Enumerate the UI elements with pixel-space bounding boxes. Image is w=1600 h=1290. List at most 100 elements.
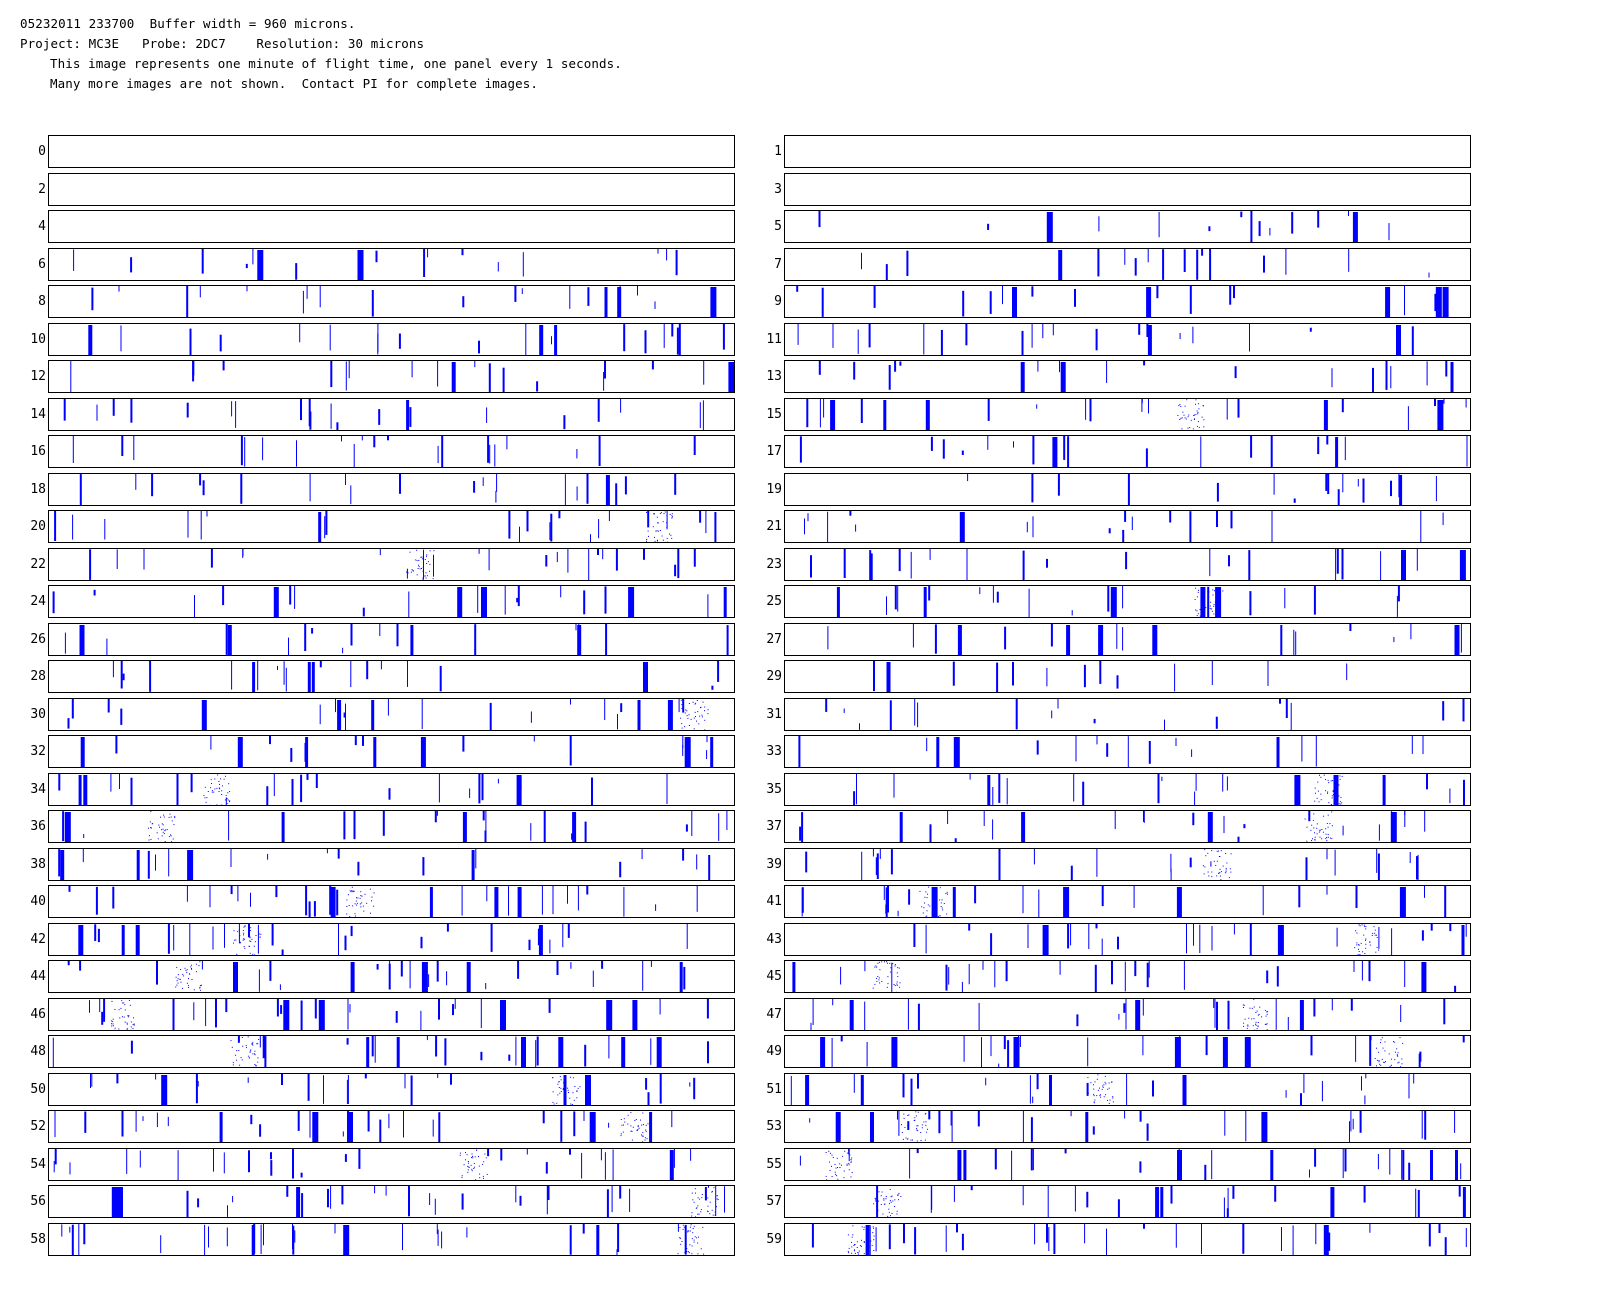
particle-speckle xyxy=(913,1120,915,1121)
particle-streak xyxy=(374,1186,376,1194)
particle-streak xyxy=(269,736,271,745)
particle-streak xyxy=(192,361,195,376)
particle-streak xyxy=(908,889,911,905)
particle-speckle xyxy=(846,1163,848,1165)
particle-streak xyxy=(689,1081,691,1087)
particle-streak xyxy=(387,436,389,441)
particle-speckle xyxy=(1266,1013,1268,1015)
particle-streak xyxy=(526,511,529,532)
particle-speckle xyxy=(641,1135,643,1137)
particle-speckle xyxy=(257,1061,259,1063)
particle-streak xyxy=(1293,498,1296,503)
particle-speckle xyxy=(130,1026,132,1027)
particle-streak xyxy=(1285,1089,1287,1098)
particle-streak xyxy=(1445,361,1448,377)
particle-streak xyxy=(556,961,559,975)
particle-streak xyxy=(475,848,477,868)
particle-speckle xyxy=(174,817,176,819)
particle-speckle xyxy=(199,986,201,988)
particle-speckle xyxy=(703,1253,705,1255)
particle-speckle xyxy=(1365,927,1367,929)
particle-speckle xyxy=(1372,932,1374,934)
particle-streak xyxy=(805,851,808,872)
particle-streak xyxy=(1411,736,1413,754)
particle-speckle xyxy=(1201,416,1203,418)
particle-streak xyxy=(1097,248,1100,276)
particle-streak xyxy=(992,586,994,603)
particle-streak xyxy=(83,1223,86,1244)
particle-speckle xyxy=(707,1197,709,1199)
particle-streak xyxy=(210,548,213,568)
particle-streak xyxy=(466,1226,468,1237)
particle-speckle xyxy=(940,902,942,904)
particle-speckle xyxy=(1219,868,1221,870)
particle-speckle xyxy=(248,1055,250,1057)
particle-speckle xyxy=(176,966,178,968)
particle-speckle xyxy=(642,1141,644,1142)
particle-shadow-image xyxy=(68,886,698,917)
particle-speckle xyxy=(1265,1015,1267,1017)
particle-speckle xyxy=(716,1198,718,1200)
particle-speckle xyxy=(1261,1015,1263,1017)
particle-speckle xyxy=(851,1236,853,1238)
panel-label: 15 xyxy=(766,406,782,422)
particle-streak xyxy=(288,637,289,655)
particle-speckle xyxy=(180,981,182,983)
particle-speckle xyxy=(853,1249,855,1251)
particle-image-panel xyxy=(784,435,1471,468)
particle-speckle xyxy=(218,786,220,788)
particle-streak xyxy=(667,699,673,730)
panel-label: 54 xyxy=(30,1156,46,1172)
particle-speckle xyxy=(1193,414,1195,416)
particle-streak xyxy=(934,623,937,654)
particle-streak xyxy=(563,414,566,429)
particle-streak xyxy=(548,998,551,1013)
particle-streak xyxy=(436,811,438,816)
particle-speckle xyxy=(832,1156,834,1158)
particle-streak xyxy=(262,437,264,461)
particle-speckle xyxy=(871,1244,873,1246)
particle-speckle xyxy=(695,1207,697,1209)
particle-speckle xyxy=(682,1224,684,1226)
particle-speckle xyxy=(875,1200,877,1202)
particle-streak xyxy=(1189,286,1192,314)
particle-speckle xyxy=(901,1132,903,1133)
particle-speckle xyxy=(1217,615,1219,616)
particle-streak xyxy=(597,398,600,422)
particle-speckle xyxy=(898,1199,899,1201)
particle-speckle xyxy=(689,1230,691,1231)
particle-streak xyxy=(1303,1073,1305,1093)
particle-streak xyxy=(715,1186,717,1216)
particle-streak xyxy=(1266,970,1269,984)
particle-streak xyxy=(710,287,717,317)
particle-streak xyxy=(671,1111,673,1128)
particle-streak xyxy=(1349,1121,1350,1142)
particle-streak xyxy=(870,552,873,580)
particle-streak xyxy=(434,811,437,823)
particle-shadow-image xyxy=(91,286,717,317)
particle-streak xyxy=(1075,736,1077,762)
particle-speckle xyxy=(854,1243,856,1245)
particle-speckle xyxy=(936,911,938,913)
particle-streak xyxy=(1378,926,1380,949)
particle-shadow-image xyxy=(58,773,668,805)
particle-streak xyxy=(1047,1186,1049,1217)
particle-streak xyxy=(78,774,82,805)
particle-streak xyxy=(706,998,709,1018)
particle-speckle xyxy=(572,1091,574,1093)
particle-speckle xyxy=(559,1092,561,1094)
particle-shadow-image xyxy=(785,174,1471,206)
particle-speckle xyxy=(225,794,227,796)
particle-streak xyxy=(1261,1112,1268,1142)
particle-streak xyxy=(500,999,506,1030)
particle-speckle xyxy=(1319,774,1320,776)
particle-streak xyxy=(201,961,203,970)
particle-streak xyxy=(1022,550,1025,580)
particle-speckle xyxy=(1328,781,1330,783)
particle-shadow-image xyxy=(111,1186,725,1217)
particle-streak xyxy=(690,1148,692,1161)
particle-speckle xyxy=(1376,934,1378,936)
particle-speckle xyxy=(920,1132,922,1133)
particle-streak xyxy=(1336,927,1338,947)
particle-streak xyxy=(1161,776,1163,781)
